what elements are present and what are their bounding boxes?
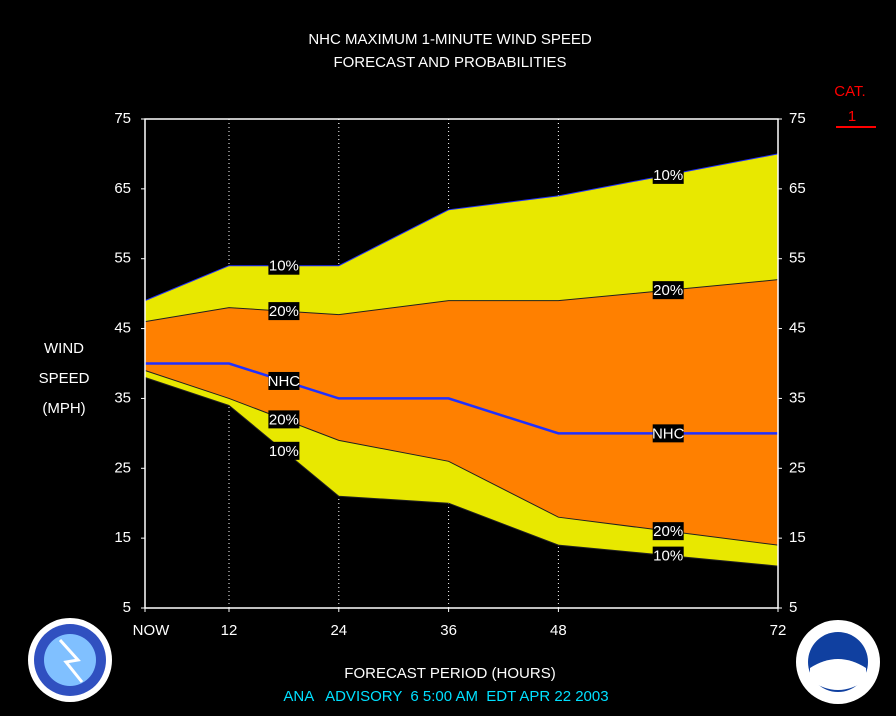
- series-line: [144, 279, 779, 323]
- plot-frame: [144, 118, 779, 609]
- y-axis-label: (MPH): [42, 400, 85, 417]
- series-line: [144, 370, 779, 546]
- y2-tick-label: 75: [789, 110, 806, 127]
- line-label-bg: [652, 165, 684, 184]
- line-label: NHC: [652, 425, 685, 442]
- line-label: 20%: [269, 303, 299, 320]
- y-tick-label: 25: [114, 459, 131, 476]
- y2-tick-label: 65: [789, 180, 806, 197]
- y-tick-label: 65: [114, 180, 131, 197]
- x-tick-label: 72: [770, 622, 787, 639]
- line-label: 20%: [269, 411, 299, 428]
- x-tick-label: 48: [550, 622, 567, 639]
- noaa-logo: [796, 620, 880, 704]
- footer: ANA ADVISORY 6 5:00 AM EDT APR 22 2003: [283, 688, 608, 705]
- category-value: 1: [848, 108, 856, 125]
- line-label: 20%: [653, 282, 683, 299]
- y-axis-label: SPEED: [39, 370, 90, 387]
- y2-tick-label: 45: [789, 320, 806, 337]
- line-label-bg: [652, 424, 684, 443]
- chart-subtitle: FORECAST AND PROBABILITIES: [333, 54, 566, 71]
- x-tick-label: 12: [221, 622, 238, 639]
- line-label-bg: [268, 410, 300, 429]
- line-label: NHC: [268, 373, 301, 390]
- y-axis-label: WIND: [44, 340, 84, 357]
- y2-tick-label: 5: [789, 599, 797, 616]
- line-label: 20%: [653, 523, 683, 540]
- line-label: 10%: [269, 258, 299, 275]
- y-tick-label: 75: [114, 110, 131, 127]
- line-label-bg: [268, 256, 300, 275]
- y2-tick-label: 55: [789, 250, 806, 267]
- y2-tick-label: 25: [789, 459, 806, 476]
- series-line: [145, 362, 778, 435]
- y2-tick-label: 35: [789, 389, 806, 406]
- line-label-bg: [268, 302, 300, 321]
- probability-band: [145, 279, 778, 546]
- line-label-bg: [652, 281, 684, 300]
- line-label-bg: [268, 441, 300, 460]
- y-tick-label: 15: [114, 529, 131, 546]
- line-label-bg: [652, 522, 684, 541]
- y-tick-label: 45: [114, 320, 131, 337]
- line-label: 10%: [653, 167, 683, 184]
- category-label: CAT.: [834, 83, 865, 100]
- chart-title: NHC MAXIMUM 1-MINUTE WIND SPEED: [308, 31, 592, 48]
- y2-tick-label: 15: [789, 529, 806, 546]
- line-label-bg: [268, 371, 300, 390]
- x-tick-label: NOW: [133, 622, 171, 639]
- line-label: 10%: [653, 548, 683, 565]
- y-tick-label: 5: [123, 599, 131, 616]
- line-label-bg: [652, 546, 684, 565]
- x-axis-label: FORECAST PERIOD (HOURS): [344, 665, 555, 682]
- x-tick-label: 36: [440, 622, 457, 639]
- series-line: [144, 153, 779, 302]
- series-line: [144, 376, 779, 567]
- nws-logo: [28, 618, 112, 702]
- y-tick-label: 55: [114, 250, 131, 267]
- line-label: 10%: [269, 443, 299, 460]
- x-tick-label: 24: [330, 622, 347, 639]
- y-tick-label: 35: [114, 389, 131, 406]
